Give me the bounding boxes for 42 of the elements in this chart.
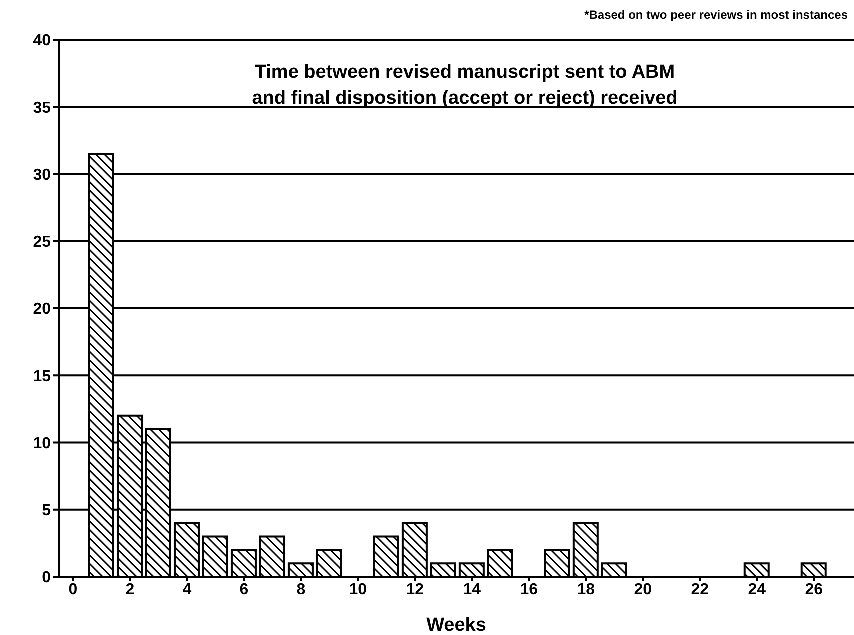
bar: [458, 562, 485, 577]
y-tick-label: 0: [42, 570, 52, 587]
bar: [744, 562, 770, 577]
bar: [288, 562, 314, 577]
y-tick-label: 10: [33, 435, 52, 452]
bar: [487, 549, 514, 577]
x-tick-label: 8: [296, 581, 306, 598]
y-tick-label: 35: [33, 100, 52, 117]
bar: [202, 536, 228, 577]
y-tick-label: 15: [33, 368, 52, 386]
text: Time between revised manuscript sent to ABM and final disposition (accept or reject) received: [251, 61, 679, 111]
x-tick-label: 26: [805, 581, 824, 598]
x-tick-label: 4: [182, 581, 192, 598]
x-tick-label: 6: [240, 581, 249, 598]
bar: [259, 536, 286, 577]
x-tick-label: 16: [520, 581, 538, 598]
bar: [316, 549, 342, 577]
bar: [430, 562, 456, 577]
x-tick-label: 10: [349, 581, 368, 598]
bar: [230, 549, 257, 577]
x-tick-label: 12: [406, 581, 424, 598]
y-tick-label: 20: [33, 301, 52, 318]
bar: [373, 536, 400, 577]
x-tick-label: 24: [748, 581, 766, 598]
y-tick-label: 40: [33, 32, 52, 50]
bar: [174, 522, 200, 577]
bar: [402, 522, 428, 577]
x-tick-label: 2: [126, 581, 135, 598]
x-tick-label: 18: [577, 581, 596, 598]
x-axis-title: Weeks: [426, 615, 486, 635]
x-tick-label: 22: [691, 581, 710, 598]
bar: [601, 562, 628, 577]
x-tick-label: 20: [634, 581, 652, 598]
y-tick-label: 5: [42, 502, 52, 520]
x-tick-label: 0: [68, 581, 78, 598]
bar: [544, 549, 570, 577]
text: *Based on two peer reviews in most instances: [584, 8, 848, 22]
y-tick-label: 25: [33, 234, 52, 252]
y-tick-label: 30: [33, 166, 52, 184]
bar: [572, 522, 599, 577]
x-tick-label: 14: [463, 581, 482, 598]
bar: [800, 562, 827, 577]
